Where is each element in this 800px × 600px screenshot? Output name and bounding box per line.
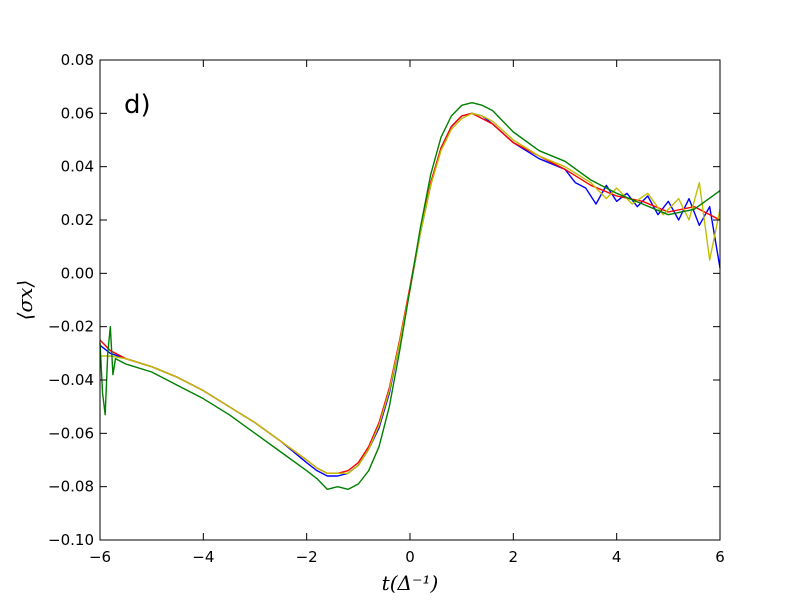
series-layer bbox=[99, 101, 721, 491]
y-tick-label: −0.10 bbox=[48, 531, 94, 549]
x-tick-label: −6 bbox=[89, 548, 111, 566]
y-tick-label: 0.04 bbox=[61, 158, 94, 176]
y-tick-label: −0.08 bbox=[48, 478, 94, 496]
y-tick-label: 0.00 bbox=[61, 264, 94, 282]
y-tick-label: −0.06 bbox=[48, 424, 94, 442]
plot-frame bbox=[99, 59, 721, 541]
x-tick-label: 0 bbox=[405, 548, 415, 566]
y-tick-label: 0.06 bbox=[61, 104, 94, 122]
x-tick-label: 2 bbox=[509, 548, 519, 566]
series-line-1 bbox=[99, 112, 721, 477]
x-tick-label: 4 bbox=[612, 548, 622, 566]
x-tick-label: 6 bbox=[715, 548, 725, 566]
series-line-3 bbox=[100, 112, 721, 475]
y-tick-label: 0.08 bbox=[61, 51, 94, 69]
x-tick-label: −4 bbox=[192, 548, 214, 566]
x-tick-label: −2 bbox=[296, 548, 318, 566]
y-tick-label: −0.02 bbox=[48, 318, 94, 336]
series-line-4 bbox=[99, 101, 721, 491]
tick-layer: −6 −4 −2 0 2 4 6 −0.10 −0.08 −0.06 −0.04 −0.02 0.00 0… bbox=[48, 51, 725, 566]
panel-label: d) bbox=[124, 90, 151, 120]
x-axis-label: t(Δ⁻¹) bbox=[382, 571, 439, 595]
y-tick-label: 0.02 bbox=[61, 211, 94, 229]
y-tick-label: −0.04 bbox=[48, 371, 94, 389]
y-axis-label: ⟨σx⟩ bbox=[13, 280, 37, 321]
